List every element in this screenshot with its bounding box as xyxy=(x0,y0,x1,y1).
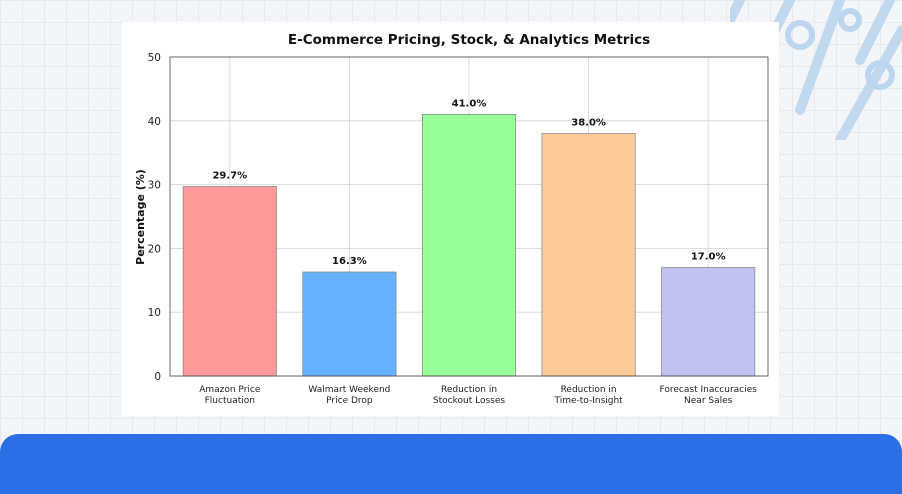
y-tick-label: 40 xyxy=(148,116,161,128)
y-tick-label: 30 xyxy=(148,180,161,192)
bar xyxy=(182,186,277,377)
x-tick-label: Reduction in Time-to-Insight xyxy=(553,385,623,406)
footer-banner xyxy=(0,434,902,494)
bar xyxy=(541,133,636,377)
y-tick-label: 10 xyxy=(148,307,161,319)
bar-chart: E-Commerce Pricing, Stock, & Analytics M… xyxy=(134,32,769,406)
labels: 0 10 20 30 40 50 29.7% Amazon Price Fluctuation 1… xyxy=(148,52,758,406)
y-tick-label: 0 xyxy=(154,371,161,383)
x-tick-label: Reduction in Stockout Losses xyxy=(433,385,505,406)
chart-title: E-Commerce Pricing, Stock, & Analytics M… xyxy=(288,32,650,48)
bar xyxy=(661,267,756,377)
y-axis-label: Percentage (%) xyxy=(134,169,147,265)
plot-frame xyxy=(169,56,769,377)
x-tick-label: Walmart Weekend Price Drop xyxy=(308,385,390,406)
x-tick-label: Forecast Inaccuracies Near Sales xyxy=(660,385,758,406)
bar-value-label: 41.0% xyxy=(452,98,487,109)
y-tick-label: 50 xyxy=(148,52,161,64)
bar xyxy=(421,114,517,377)
chart-card: E-Commerce Pricing, Stock, & Analytics M… xyxy=(122,22,779,416)
y-tick-label: 20 xyxy=(148,243,161,255)
bar-value-label: 38.0% xyxy=(571,118,606,129)
bar-value-label: 16.3% xyxy=(332,256,367,267)
bar-value-label: 17.0% xyxy=(691,252,726,263)
bars xyxy=(182,114,756,377)
bar xyxy=(302,271,397,377)
x-tick-label: Amazon Price Fluctuation xyxy=(199,385,261,406)
bar-value-label: 29.7% xyxy=(212,171,247,182)
